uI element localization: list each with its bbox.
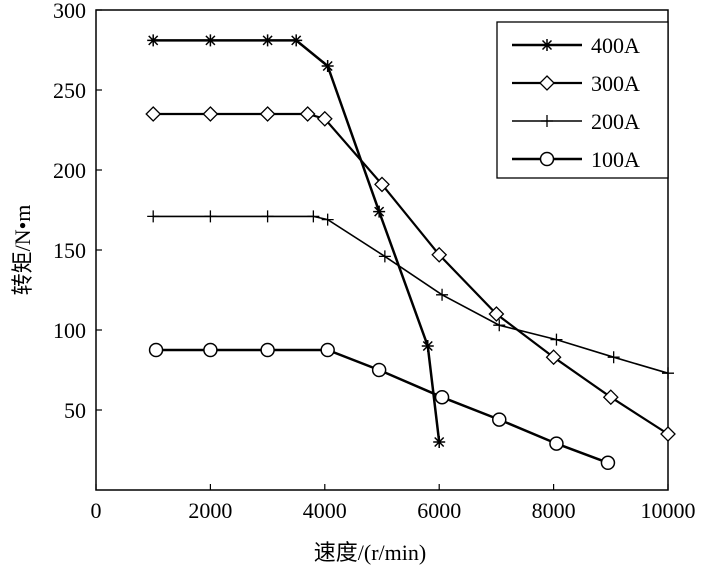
circle-marker <box>434 389 450 405</box>
legend-label: 200A <box>591 109 640 134</box>
x-tick-label: 8000 <box>532 498 576 523</box>
series-line <box>153 39 441 443</box>
asterisk-marker <box>541 39 553 51</box>
circle-marker <box>260 342 275 358</box>
plus-marker <box>261 210 274 223</box>
circle-marker <box>203 342 218 358</box>
x-tick-label: 10000 <box>641 498 696 523</box>
plus-marker <box>493 319 506 332</box>
x-tick-label: 2000 <box>188 498 232 523</box>
legend-label: 400A <box>591 33 640 58</box>
plus-marker <box>204 210 217 223</box>
legend-item: 300A <box>512 71 640 96</box>
circle-marker <box>492 412 507 427</box>
diamond-marker <box>539 75 555 91</box>
asterisk-marker <box>261 34 274 47</box>
series-200A <box>147 210 674 380</box>
asterisk-marker <box>321 60 334 72</box>
series-300A <box>145 106 676 442</box>
y-axis-label: 转矩/N•m <box>10 205 35 296</box>
asterisk-marker <box>290 34 303 47</box>
asterisk-marker <box>433 436 446 448</box>
x-tick-label: 6000 <box>417 498 461 523</box>
plus-marker <box>607 351 620 364</box>
diamond-marker <box>202 106 219 122</box>
circle-marker <box>539 151 555 167</box>
legend-item: 400A <box>512 33 640 58</box>
y-tick-label: 100 <box>53 318 86 343</box>
diamond-marker <box>374 176 390 193</box>
series-100A <box>148 342 616 471</box>
diamond-marker <box>145 106 162 122</box>
diamond-marker <box>602 389 619 406</box>
legend-label: 100A <box>591 147 640 172</box>
asterisk-marker <box>204 34 217 47</box>
asterisk-marker <box>373 205 386 218</box>
diamond-marker <box>299 106 316 122</box>
plus-marker <box>378 250 391 263</box>
plus-marker <box>321 213 334 226</box>
y-tick-label: 250 <box>53 78 86 103</box>
plus-marker <box>307 210 320 223</box>
x-axis-label: 速度/(r/min) <box>314 540 426 565</box>
y-tick-label: 300 <box>53 0 86 23</box>
plus-marker <box>662 367 674 380</box>
plus-marker <box>550 333 563 346</box>
diamond-marker <box>488 306 505 322</box>
x-tick-label: 0 <box>91 498 102 523</box>
circle-marker <box>320 342 335 358</box>
legend-item: 100A <box>512 147 640 172</box>
diamond-marker <box>431 246 448 263</box>
circle-marker <box>148 342 164 358</box>
plus-marker <box>147 210 160 223</box>
circle-marker <box>600 455 616 471</box>
plus-marker <box>436 288 449 301</box>
diamond-marker <box>316 110 333 127</box>
circle-marker <box>549 436 564 451</box>
circle-marker <box>371 362 387 378</box>
diamond-marker <box>660 426 676 442</box>
y-tick-label: 150 <box>53 238 86 263</box>
x-tick-label: 4000 <box>303 498 347 523</box>
series-400A <box>147 34 446 448</box>
legend-item: 200A <box>512 109 640 134</box>
y-tick-label: 50 <box>64 398 86 423</box>
diamond-marker <box>545 349 562 366</box>
plus-marker <box>541 115 553 127</box>
asterisk-marker <box>147 34 160 47</box>
y-tick-label: 200 <box>53 158 86 183</box>
asterisk-marker <box>421 340 434 352</box>
legend-label: 300A <box>591 71 640 96</box>
legend-box <box>496 21 669 179</box>
diamond-marker <box>259 106 276 122</box>
